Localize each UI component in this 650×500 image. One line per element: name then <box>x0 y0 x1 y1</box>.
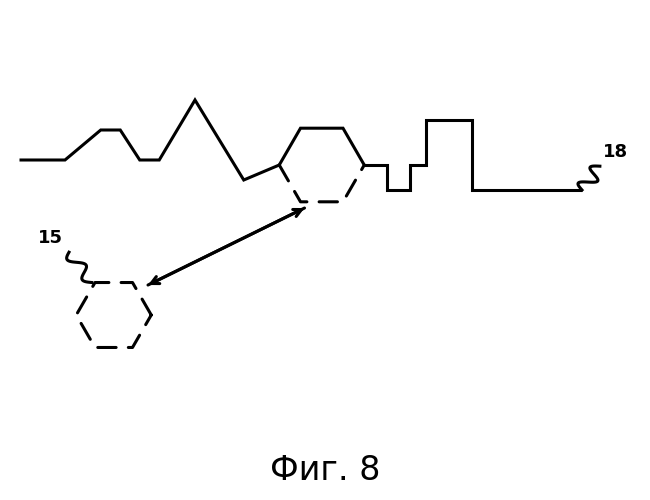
Text: 18: 18 <box>603 143 629 161</box>
Text: 15: 15 <box>38 229 62 247</box>
Text: Фиг. 8: Фиг. 8 <box>270 454 380 486</box>
